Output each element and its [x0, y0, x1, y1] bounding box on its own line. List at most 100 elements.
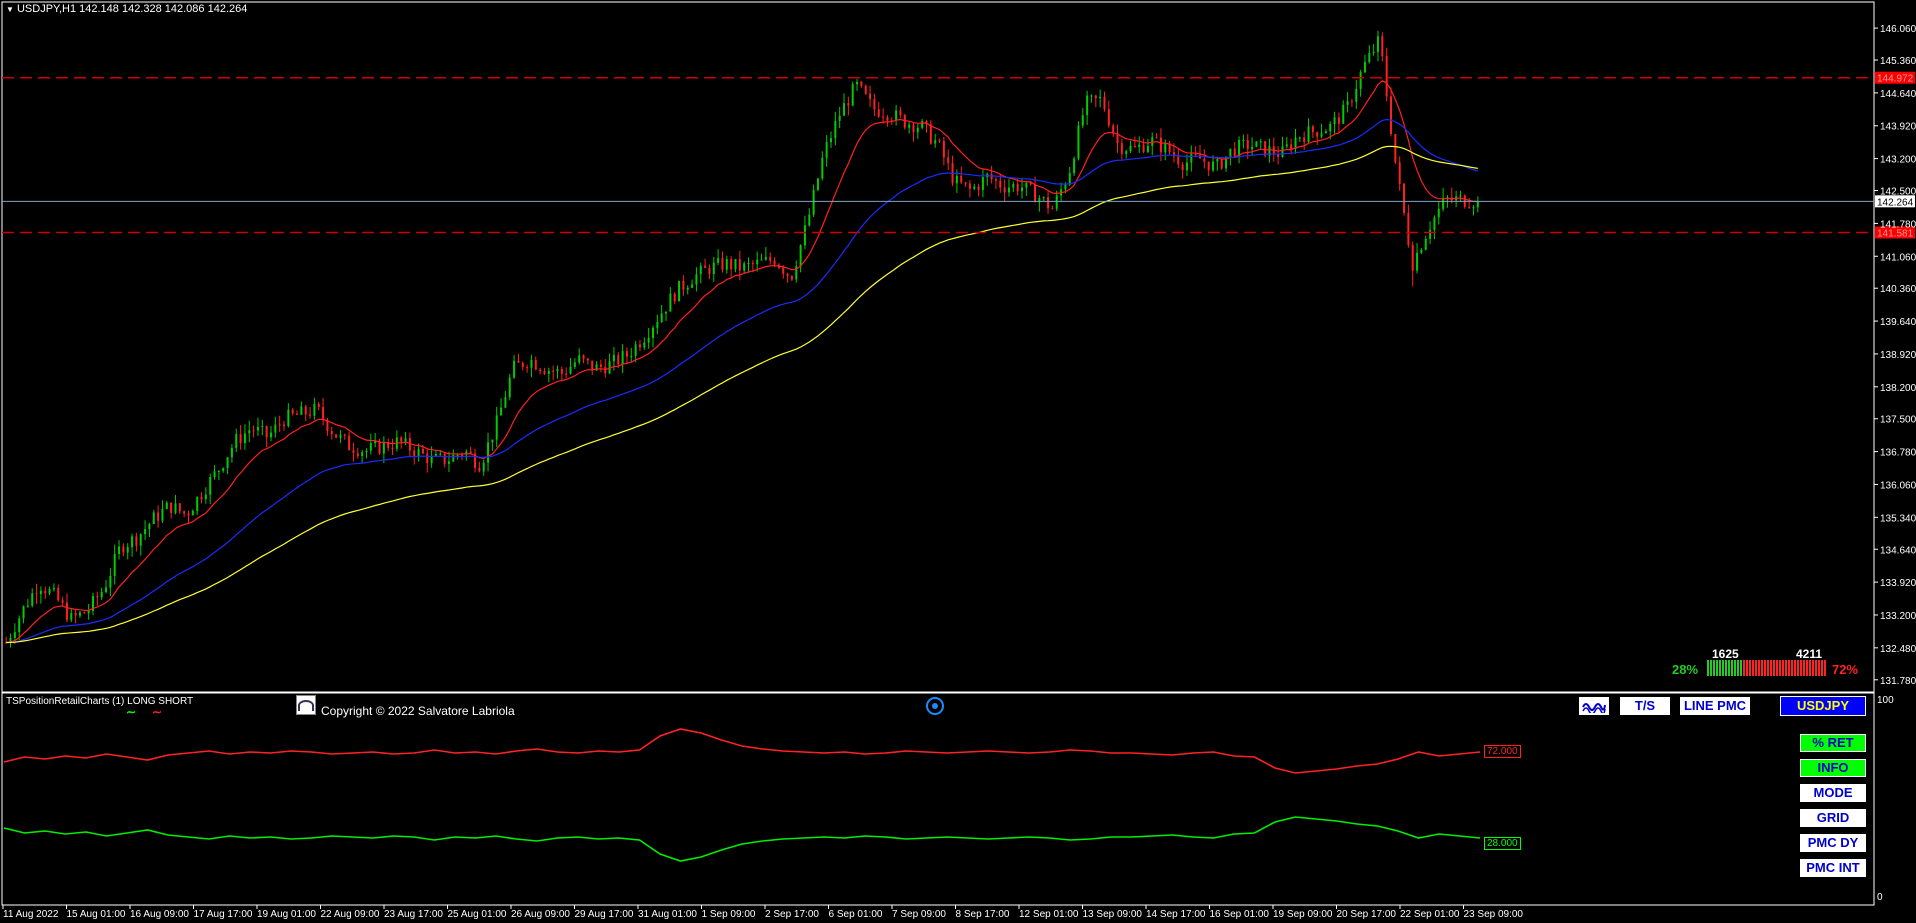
grid-button[interactable]: GRID: [1800, 809, 1866, 827]
candle-body: [1207, 161, 1210, 171]
candle-body: [135, 536, 138, 546]
candle-body: [1064, 184, 1067, 190]
wave-chart-button[interactable]: [1579, 697, 1609, 715]
candle-body: [174, 503, 177, 513]
candle-body: [113, 553, 116, 576]
candle-body: [656, 321, 659, 328]
sentiment-bar-segment: [1791, 660, 1793, 676]
candle-body: [877, 109, 880, 117]
candle-body: [105, 587, 108, 593]
candle-body: [1303, 137, 1306, 142]
candle-body: [869, 93, 872, 100]
candle-body: [1394, 134, 1397, 163]
candle-body: [929, 124, 932, 144]
candle-body: [994, 179, 997, 181]
candle-body: [721, 258, 724, 270]
candle-body: [712, 262, 715, 275]
candle-body: [738, 259, 741, 271]
candle-body: [1324, 131, 1327, 134]
price-tick-label: 135.340: [1880, 513, 1916, 524]
candle-body: [1172, 152, 1175, 157]
time-tick-label: 23 Sep 09:00: [1464, 909, 1524, 920]
candle-body: [343, 434, 346, 436]
candle-body: [439, 453, 442, 455]
short-count: 4211: [1796, 647, 1823, 661]
candle-body: [1442, 197, 1445, 209]
candle-body: [725, 259, 728, 270]
candle-body: [1433, 217, 1436, 230]
candle-body: [22, 606, 25, 619]
candle-body: [230, 447, 233, 458]
time-tick-label: 20 Sep 17:00: [1337, 909, 1397, 920]
candle-body: [981, 177, 984, 190]
sentiment-bar-segment: [1815, 660, 1817, 676]
candle-body: [1012, 184, 1015, 188]
candle-body: [61, 600, 64, 603]
dropdown-triangle-icon[interactable]: ▼: [6, 5, 14, 14]
candle-body: [1077, 125, 1080, 159]
target-icon[interactable]: [926, 697, 944, 715]
logo-icon: [296, 695, 316, 715]
candle-body: [74, 613, 77, 616]
price-pane-border: [1, 1, 1875, 693]
candle-body: [317, 403, 320, 407]
candle-body: [526, 367, 529, 369]
candle-body: [612, 354, 615, 362]
candle-body: [543, 371, 546, 374]
candle-body: [1225, 156, 1228, 169]
candle-body: [161, 508, 164, 521]
candle-body: [534, 360, 537, 370]
candle-body: [1194, 154, 1197, 156]
candle-body: [665, 311, 668, 314]
candle-body: [1459, 195, 1462, 197]
candle-body: [882, 116, 885, 118]
candle-body: [1329, 123, 1332, 132]
sentiment-bar-segment: [1821, 660, 1823, 676]
symbol-button[interactable]: USDJPY: [1780, 696, 1866, 716]
candle-body: [1129, 145, 1132, 152]
info-button[interactable]: INFO: [1800, 759, 1866, 777]
candle-body: [1268, 146, 1271, 156]
candle-body: [339, 434, 342, 438]
candle-body: [248, 430, 251, 434]
sentiment-bar-segment: [1734, 660, 1736, 676]
line-pmc-button[interactable]: LINE PMC: [1680, 697, 1750, 715]
time-tick-label: 7 Sep 09:00: [892, 909, 946, 920]
candle-body: [39, 590, 42, 595]
candle-body: [1355, 88, 1358, 102]
candle-body: [1242, 139, 1245, 141]
candle-body: [1233, 148, 1236, 157]
candle-body: [417, 448, 420, 457]
price-axis: 146.060 145.360 144.640 143.920 143.200 142.5…: [1874, 24, 1916, 687]
candle-body: [838, 115, 841, 121]
candle-body: [1042, 197, 1045, 199]
sentiment-bar-segment: [1818, 660, 1820, 676]
pmc-int-button[interactable]: PMC INT: [1800, 859, 1866, 877]
sentiment-bar-segment: [1731, 660, 1733, 676]
sentiment-bar-segment: [1773, 660, 1775, 676]
sentiment-bar-segment: [1788, 660, 1790, 676]
price-tick-label: 139.640: [1880, 317, 1916, 328]
long-sentiment-line: [3, 816, 1481, 862]
candle-body: [964, 182, 967, 184]
candle-body: [1099, 96, 1102, 99]
candle-body: [374, 440, 377, 444]
ts-button[interactable]: T/S: [1620, 697, 1670, 715]
candle-body: [1342, 104, 1345, 124]
mode-button[interactable]: MODE: [1800, 784, 1866, 802]
upper-level-label-bg: [1875, 71, 1915, 84]
candle-body: [1181, 164, 1184, 171]
candle-body: [1429, 229, 1432, 239]
candle-body: [1277, 154, 1280, 157]
candle-body: [825, 142, 828, 158]
candle-body: [313, 403, 316, 416]
candle-body: [157, 512, 160, 521]
ret-button[interactable]: % RET: [1800, 734, 1866, 752]
ema-line-0: [6, 80, 1478, 644]
candle-body: [1094, 95, 1097, 99]
candle-body: [5, 642, 8, 644]
sentiment-bar-segment: [1809, 660, 1811, 676]
pmc-dy-button[interactable]: PMC DY: [1800, 834, 1866, 852]
candle-body: [265, 426, 268, 438]
